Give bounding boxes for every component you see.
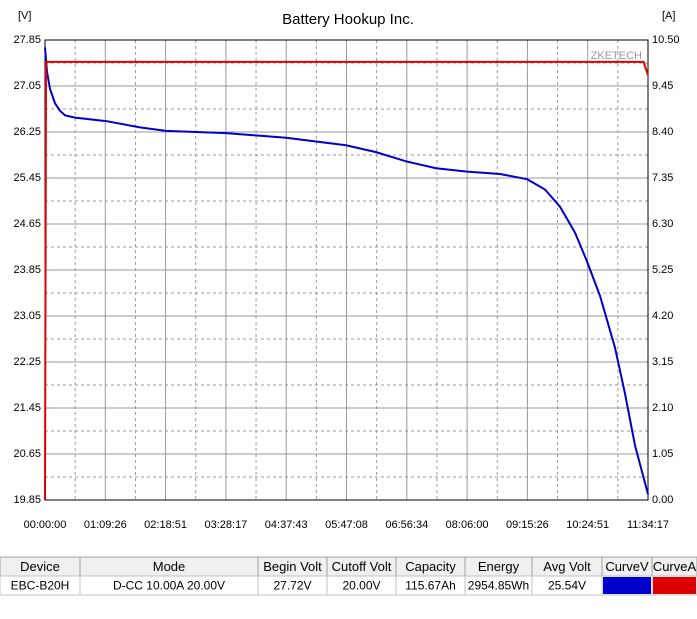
chart-title: Battery Hookup Inc. <box>282 11 414 28</box>
y2-tick-label: 5.25 <box>652 264 673 276</box>
cell-text: 20.00V <box>342 579 380 593</box>
x-tick-label: 00:00:00 <box>24 519 67 531</box>
y2-tick-label: 10.50 <box>652 34 680 46</box>
cell-text: 115.67Ah <box>405 579 456 593</box>
header-text: Mode <box>153 559 186 574</box>
cell-text: 25.54V <box>548 579 586 593</box>
header-text: CurveV <box>605 559 649 574</box>
color-swatch <box>653 577 696 594</box>
y2-tick-label: 6.30 <box>652 218 673 230</box>
header-text: Begin Volt <box>263 559 322 574</box>
y2-tick-label: 2.10 <box>652 402 673 414</box>
y-tick-label: 27.05 <box>13 80 41 92</box>
header-text: CurveA <box>653 559 697 574</box>
header-text: Capacity <box>405 559 456 574</box>
cell-text: 27.72V <box>273 579 311 593</box>
x-tick-label: 01:09:26 <box>84 519 127 531</box>
series-line <box>44 47 649 495</box>
x-tick-label: 04:37:43 <box>265 519 308 531</box>
y-axis-label: [V] <box>18 10 31 22</box>
y-tick-label: 25.45 <box>13 172 41 184</box>
y-tick-label: 23.05 <box>13 310 41 322</box>
y2-tick-label: 8.40 <box>652 126 673 138</box>
header-text: Energy <box>478 559 520 574</box>
y2-tick-label: 1.05 <box>652 448 673 460</box>
y-tick-label: 21.45 <box>13 402 41 414</box>
color-swatch <box>603 577 651 594</box>
header-text: Avg Volt <box>543 559 591 574</box>
y2-tick-label: 7.35 <box>652 172 673 184</box>
chart-bg <box>0 0 697 550</box>
y2-axis-label: [A] <box>662 10 675 22</box>
header-text: Device <box>20 559 60 574</box>
x-tick-label: 10:24:51 <box>566 519 609 531</box>
y-tick-label: 23.85 <box>13 264 41 276</box>
x-tick-label: 05:47:08 <box>325 519 368 531</box>
x-tick-label: 03:28:17 <box>204 519 247 531</box>
series-line <box>44 60 649 501</box>
cell-text: 2954.85Wh <box>468 579 529 593</box>
watermark: ZKETECH <box>591 50 642 62</box>
y-tick-label: 27.85 <box>13 34 41 46</box>
y2-tick-label: 9.45 <box>652 80 673 92</box>
y2-tick-label: 4.20 <box>652 310 673 322</box>
y-tick-label: 22.25 <box>13 356 41 368</box>
cell-text: EBC-B20H <box>11 579 70 593</box>
x-tick-label: 09:15:26 <box>506 519 549 531</box>
cell-text: D-CC 10.00A 20.00V <box>113 579 225 593</box>
y2-tick-label: 3.15 <box>652 356 673 368</box>
x-tick-label: 02:18:51 <box>144 519 187 531</box>
x-tick-label: 08:06:00 <box>446 519 489 531</box>
x-tick-label: 11:34:17 <box>627 519 669 531</box>
x-tick-label: 06:56:34 <box>385 519 428 531</box>
y-tick-label: 20.65 <box>13 448 41 460</box>
header-text: Cutoff Volt <box>332 559 392 574</box>
y-tick-label: 24.65 <box>13 218 41 230</box>
y2-tick-label: 0.00 <box>652 494 673 506</box>
y-tick-label: 26.25 <box>13 126 41 138</box>
y-tick-label: 19.85 <box>13 494 41 506</box>
